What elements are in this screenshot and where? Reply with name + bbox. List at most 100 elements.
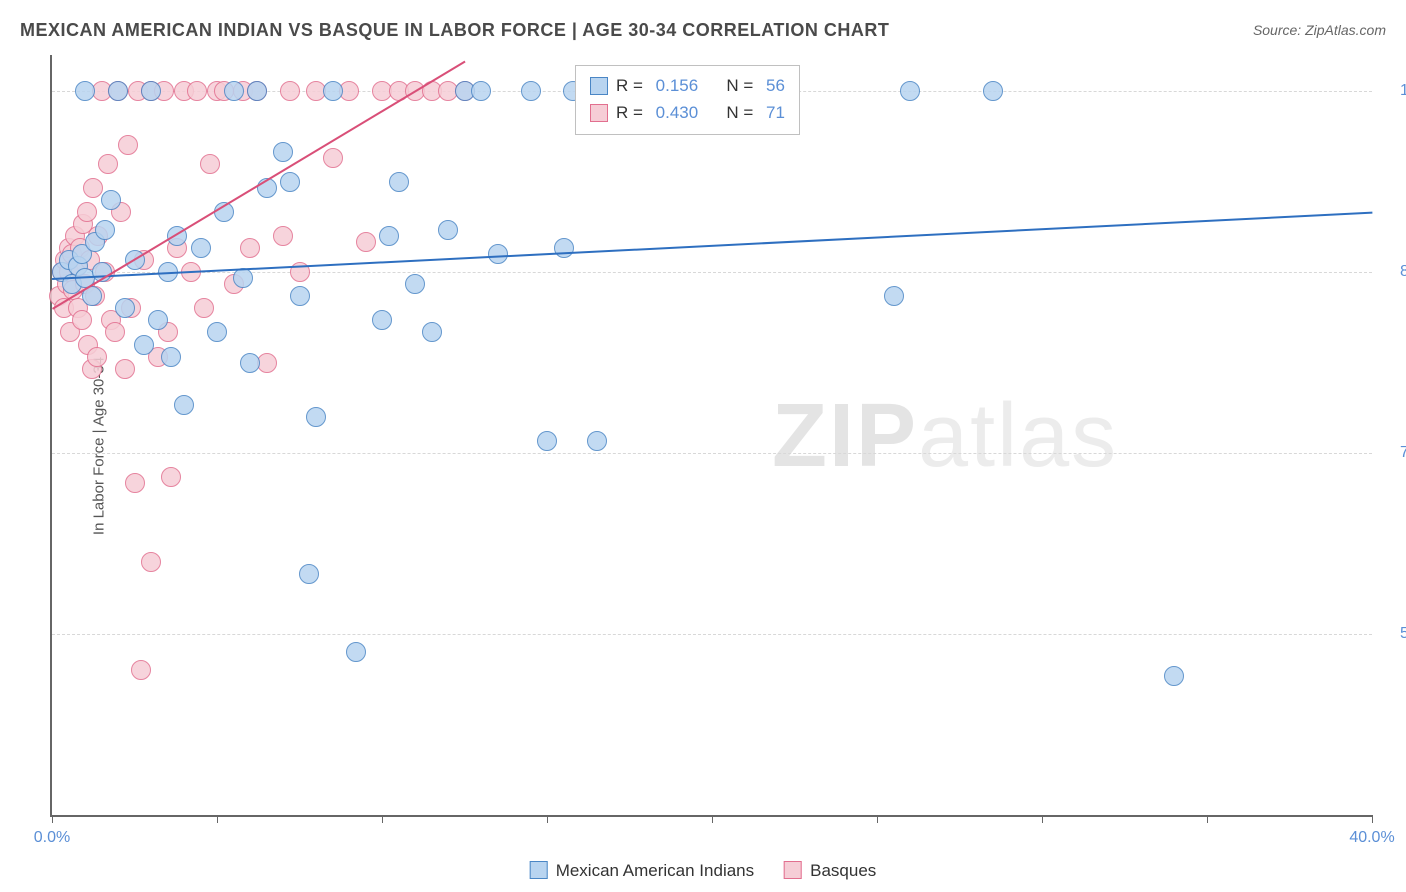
scatter-point bbox=[105, 322, 125, 342]
scatter-point bbox=[983, 81, 1003, 101]
scatter-point bbox=[422, 322, 442, 342]
scatter-point bbox=[200, 154, 220, 174]
legend-n-label: N = bbox=[717, 72, 753, 99]
scatter-point bbox=[125, 473, 145, 493]
y-tick-label: 85.0% bbox=[1382, 263, 1406, 281]
legend-n-value: 71 bbox=[761, 99, 785, 126]
x-tick bbox=[712, 815, 713, 823]
scatter-point bbox=[207, 322, 227, 342]
scatter-point bbox=[75, 81, 95, 101]
scatter-point bbox=[240, 238, 260, 258]
scatter-point bbox=[323, 81, 343, 101]
scatter-point bbox=[72, 310, 92, 330]
scatter-point bbox=[77, 202, 97, 222]
legend-r-value: 0.430 bbox=[651, 99, 709, 126]
stats-legend-row: R = 0.156 N = 56 bbox=[590, 72, 785, 99]
scatter-point bbox=[233, 268, 253, 288]
legend-swatch bbox=[590, 77, 608, 95]
legend-n-label: N = bbox=[717, 99, 753, 126]
scatter-point bbox=[187, 81, 207, 101]
legend-r-label: R = bbox=[616, 99, 643, 126]
scatter-point bbox=[101, 190, 121, 210]
scatter-point bbox=[161, 347, 181, 367]
scatter-point bbox=[191, 238, 211, 258]
watermark-thin: atlas bbox=[918, 386, 1118, 486]
scatter-point bbox=[405, 274, 425, 294]
y-tick-label: 100.0% bbox=[1382, 82, 1406, 100]
scatter-point bbox=[900, 81, 920, 101]
stats-legend-box: R = 0.156 N = 56R = 0.430 N = 71 bbox=[575, 65, 800, 135]
legend-swatch bbox=[784, 861, 802, 879]
scatter-point bbox=[290, 286, 310, 306]
scatter-point bbox=[280, 81, 300, 101]
scatter-point bbox=[134, 335, 154, 355]
scatter-point bbox=[323, 148, 343, 168]
stats-legend-row: R = 0.430 N = 71 bbox=[590, 99, 785, 126]
scatter-point bbox=[587, 431, 607, 451]
scatter-point bbox=[118, 135, 138, 155]
scatter-point bbox=[299, 564, 319, 584]
scatter-point bbox=[148, 310, 168, 330]
scatter-point bbox=[224, 81, 244, 101]
scatter-point bbox=[273, 142, 293, 162]
watermark-bold: ZIP bbox=[772, 386, 918, 486]
scatter-point bbox=[273, 226, 293, 246]
scatter-point bbox=[438, 220, 458, 240]
scatter-plot-area: ZIPatlas 55.0%70.0%85.0%100.0%0.0%40.0% bbox=[50, 55, 1372, 817]
scatter-point bbox=[141, 81, 161, 101]
scatter-point bbox=[1164, 666, 1184, 686]
scatter-point bbox=[554, 238, 574, 258]
legend-swatch bbox=[530, 861, 548, 879]
y-tick-label: 70.0% bbox=[1382, 444, 1406, 462]
scatter-point bbox=[521, 81, 541, 101]
watermark: ZIPatlas bbox=[772, 385, 1118, 488]
scatter-point bbox=[194, 298, 214, 318]
x-tick bbox=[877, 815, 878, 823]
scatter-point bbox=[240, 353, 260, 373]
scatter-point bbox=[115, 298, 135, 318]
legend-r-label: R = bbox=[616, 72, 643, 99]
scatter-point bbox=[537, 431, 557, 451]
scatter-point bbox=[471, 81, 491, 101]
series-legend: Mexican American Indians Basques bbox=[530, 857, 877, 884]
scatter-point bbox=[141, 552, 161, 572]
x-tick bbox=[1372, 815, 1373, 823]
legend-series-label: Mexican American Indians bbox=[556, 857, 754, 884]
scatter-point bbox=[488, 244, 508, 264]
scatter-point bbox=[379, 226, 399, 246]
scatter-point bbox=[87, 347, 107, 367]
x-tick-label: 0.0% bbox=[34, 829, 70, 847]
x-tick bbox=[52, 815, 53, 823]
x-tick bbox=[1207, 815, 1208, 823]
scatter-point bbox=[884, 286, 904, 306]
legend-n-value: 56 bbox=[761, 72, 785, 99]
scatter-point bbox=[98, 154, 118, 174]
scatter-point bbox=[306, 407, 326, 427]
scatter-point bbox=[247, 81, 267, 101]
x-tick bbox=[217, 815, 218, 823]
gridline-horizontal bbox=[52, 634, 1372, 635]
scatter-point bbox=[346, 642, 366, 662]
scatter-point bbox=[280, 172, 300, 192]
scatter-point bbox=[108, 81, 128, 101]
scatter-point bbox=[356, 232, 376, 252]
scatter-point bbox=[115, 359, 135, 379]
bottom-legend-item: Basques bbox=[784, 857, 876, 884]
gridline-horizontal bbox=[52, 453, 1372, 454]
scatter-point bbox=[83, 178, 103, 198]
y-tick-label: 55.0% bbox=[1382, 625, 1406, 643]
x-tick-label: 40.0% bbox=[1349, 829, 1394, 847]
x-tick bbox=[382, 815, 383, 823]
x-tick bbox=[1042, 815, 1043, 823]
legend-swatch bbox=[590, 104, 608, 122]
scatter-point bbox=[131, 660, 151, 680]
chart-title: MEXICAN AMERICAN INDIAN VS BASQUE IN LAB… bbox=[20, 20, 889, 41]
scatter-point bbox=[174, 395, 194, 415]
legend-r-value: 0.156 bbox=[651, 72, 709, 99]
scatter-point bbox=[161, 467, 181, 487]
bottom-legend-item: Mexican American Indians bbox=[530, 857, 754, 884]
scatter-point bbox=[95, 220, 115, 240]
legend-series-label: Basques bbox=[810, 857, 876, 884]
x-tick bbox=[547, 815, 548, 823]
scatter-point bbox=[389, 172, 409, 192]
